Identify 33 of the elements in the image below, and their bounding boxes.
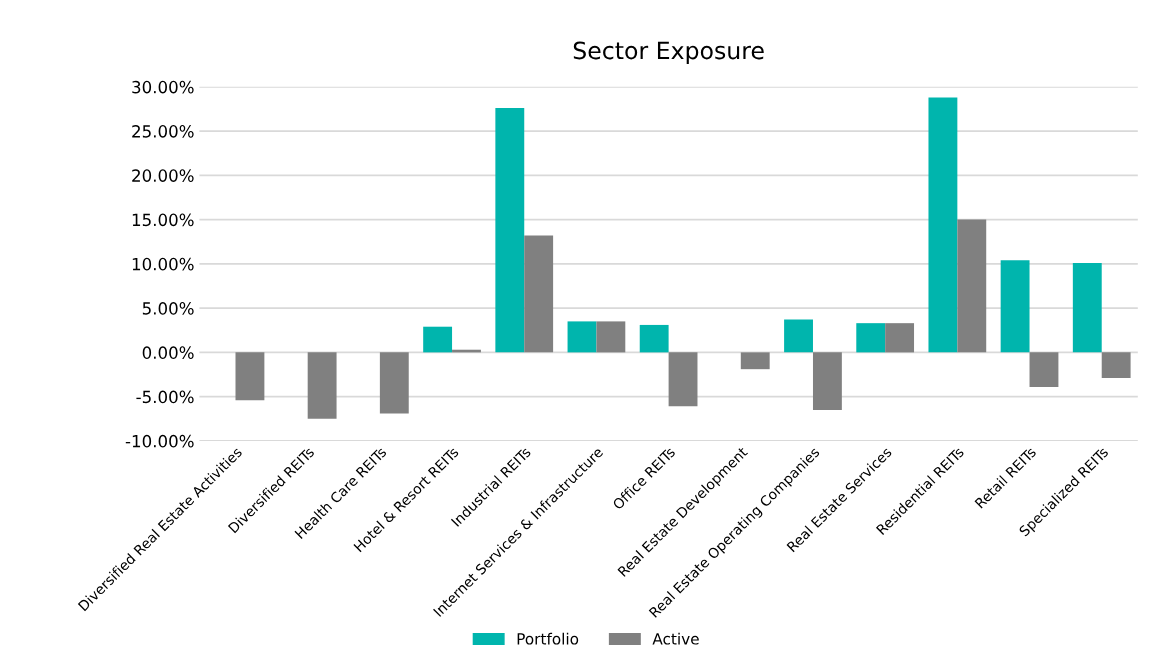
y-tick-label: 25.00% [132,125,194,138]
y-tick-label: 0.00% [142,346,194,359]
bar [668,352,698,407]
y-tick-label: 5.00% [142,302,194,315]
legend-label: Active [652,632,699,645]
bar [740,352,770,370]
bar [379,352,409,414]
bar [307,352,337,419]
bar [1072,262,1102,353]
y-tick-label: -5.00% [136,390,194,404]
bar [1000,260,1030,353]
y-tick-label: 15.00% [132,213,194,227]
bar [235,352,265,401]
bar [567,321,597,353]
bar [524,235,554,353]
bar [639,324,669,353]
bar [856,323,886,353]
bar [812,352,842,410]
bar [957,219,987,353]
bar [1029,352,1059,387]
y-tick-label: 30.00% [132,80,194,94]
chart-title: Sector Exposure [573,41,764,64]
bar [1101,352,1131,379]
bar [928,97,958,353]
y-tick-label: -10.00% [125,434,194,448]
bar [423,326,453,353]
legend-label: Portfolio [517,632,579,645]
bar [885,323,915,353]
bar [784,319,813,353]
y-tick-label: 20.00% [132,169,194,182]
bar [596,321,626,353]
bar [495,108,525,353]
y-tick-label: 10.00% [132,257,194,271]
